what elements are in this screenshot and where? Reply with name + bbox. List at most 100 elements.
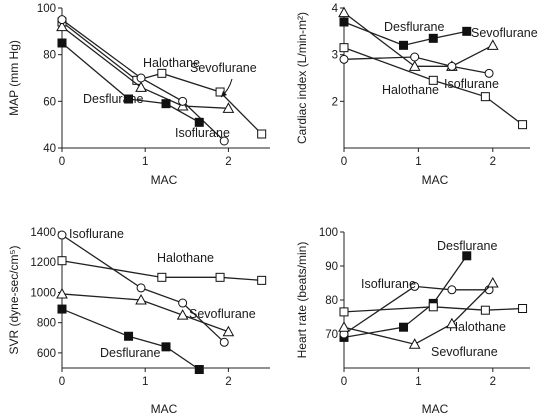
data-point-halothane <box>215 87 225 97</box>
series-label-halothane: Halothane <box>157 251 214 265</box>
x-tick-label: 1 <box>142 156 148 168</box>
y-tick-label: 60 <box>43 96 56 108</box>
data-point-isoflurane <box>57 230 67 240</box>
series-desflurane <box>339 17 472 50</box>
y-tick-label: 70 <box>325 329 338 341</box>
y-tick-label: 90 <box>325 261 338 273</box>
data-point-sevoflurane <box>135 293 147 305</box>
series-line-sevoflurane <box>343 12 494 67</box>
data-point-sevoflurane <box>408 60 421 71</box>
series-line-halothane <box>343 306 523 313</box>
series-label-isoflurane: Isoflurane <box>361 277 416 291</box>
series-label-isoflurane: Isoflurane <box>175 126 230 140</box>
x-tick-label: 1 <box>415 156 421 168</box>
x-tick-label: 0 <box>59 156 65 168</box>
y-axis-title: MAP (mm Hg) <box>7 40 21 116</box>
series-label-desflurane: Desflurane <box>437 239 497 253</box>
series-sevoflurane <box>56 20 235 113</box>
y-tick-label: 3 <box>332 50 338 62</box>
data-point-halothane <box>480 305 490 315</box>
series-label-desflurane: Desflurane <box>83 92 143 106</box>
x-tick-label: 2 <box>225 376 231 388</box>
data-point-isoflurane <box>339 54 349 64</box>
data-point-desflurane <box>194 365 204 375</box>
data-point-sevoflurane <box>446 317 458 329</box>
data-point-desflurane <box>428 33 438 43</box>
data-point-desflurane <box>124 94 134 104</box>
data-point-sevoflurane <box>338 6 350 18</box>
data-point-desflurane <box>462 251 472 261</box>
x-axis-title: MAC <box>151 402 178 416</box>
heart-rate-chart: 70 80 90 100 0 1 2 MAC Heart rate (beats/min) Des… <box>295 227 530 416</box>
series-sevoflurane <box>56 287 235 337</box>
x-axis-title: MAC <box>151 173 178 187</box>
y-axis-title: SVR (dyne-sec/cm⁵) <box>7 246 21 355</box>
series-line-sevoflurane <box>343 282 494 345</box>
data-point-halothane <box>257 129 267 139</box>
data-point-halothane <box>428 75 438 85</box>
data-point-desflurane <box>57 304 67 314</box>
y-tick-label: 80 <box>43 50 56 62</box>
series-isoflurane <box>57 230 229 347</box>
series-sevoflurane <box>338 276 499 349</box>
y-tick-label: 1200 <box>30 257 56 269</box>
y-tick-label: 800 <box>37 318 56 330</box>
y-axis-title: Heart rate (beats/min) <box>295 242 309 359</box>
series-line-sevoflurane <box>61 293 229 333</box>
series-halothane <box>339 43 528 130</box>
series-line-desflurane <box>61 42 200 123</box>
data-point-halothane <box>215 272 225 282</box>
series-label-sevoflurane: Sevoflurane <box>189 307 256 321</box>
data-point-sevoflurane <box>56 287 68 299</box>
data-point-isoflurane <box>410 281 420 291</box>
series-line-halothane <box>61 260 262 282</box>
data-point-isoflurane <box>410 52 420 62</box>
data-point-isoflurane <box>447 61 457 71</box>
series-line-isoflurane <box>343 56 490 74</box>
x-axis-title: MAC <box>422 173 449 187</box>
data-point-sevoflurane <box>486 39 499 50</box>
series-label-sevoflurane: Sevoflurane <box>471 26 538 40</box>
data-point-isoflurane <box>484 68 494 78</box>
series-line-desflurane <box>343 255 468 339</box>
data-point-desflurane <box>194 117 204 127</box>
series-label-desflurane: Desflurane <box>384 20 444 34</box>
data-point-isoflurane <box>219 136 229 146</box>
series-line-halothane <box>61 21 263 135</box>
arrowhead-icon <box>221 91 227 97</box>
x-tick-label: 1 <box>415 376 421 388</box>
y-axis-title: Cardiac index (L/min-m²) <box>295 12 309 144</box>
data-point-desflurane <box>161 342 171 352</box>
x-tick-label: 0 <box>341 376 347 388</box>
series-line-halothane <box>343 47 523 126</box>
data-point-sevoflurane <box>56 20 68 32</box>
data-point-desflurane <box>462 26 472 36</box>
series-halothane <box>339 302 528 317</box>
data-point-sevoflurane <box>135 81 147 92</box>
data-point-sevoflurane <box>176 309 189 320</box>
data-point-sevoflurane <box>222 102 235 113</box>
data-point-halothane <box>157 68 167 78</box>
series-halothane <box>57 17 267 139</box>
x-tick-label: 2 <box>490 156 496 168</box>
data-point-isoflurane <box>136 283 146 293</box>
data-point-isoflurane <box>447 285 457 295</box>
data-point-isoflurane <box>57 15 67 25</box>
series-halothane <box>57 256 267 285</box>
series-isoflurane <box>339 52 494 78</box>
series-label-halothane: Halothane <box>382 83 439 97</box>
data-point-halothane <box>339 43 349 53</box>
series-label-sevoflurane: Sevoflurane <box>190 61 257 75</box>
series-line-desflurane <box>61 308 200 371</box>
y-tick-label: 600 <box>37 348 56 360</box>
series-label-isoflurane: Isoflurane <box>444 77 499 91</box>
data-point-sevoflurane <box>486 276 499 288</box>
series-isoflurane <box>57 15 229 146</box>
x-tick-label: 1 <box>142 376 148 388</box>
series-line-desflurane <box>343 21 467 47</box>
y-tick-label: 80 <box>325 295 338 307</box>
svr-chart: 600 800 1000 1200 1400 0 1 2 MAC SVR (dyne-sec/cm… <box>7 227 270 416</box>
data-point-halothane <box>157 272 167 282</box>
data-point-halothane <box>428 302 438 312</box>
y-tick-label: 1400 <box>30 227 56 239</box>
